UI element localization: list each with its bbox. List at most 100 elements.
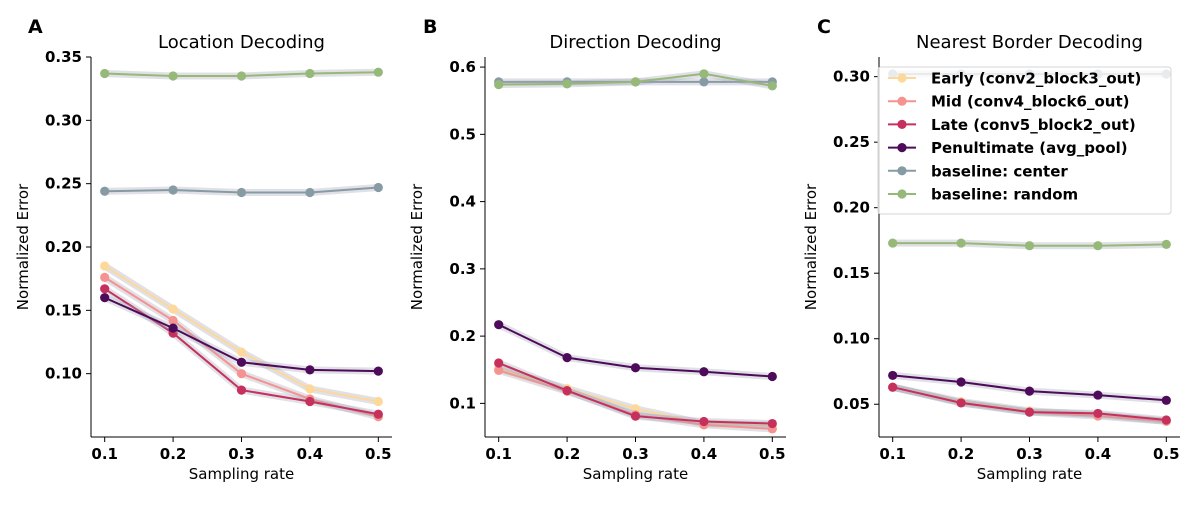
panel-b: B Direction Decoding 0.1 0.2 0.3 0.4 0.5 0.1 0.2…: [408, 16, 786, 483]
data-point: [305, 396, 315, 407]
x-tick-label: 0.1: [879, 445, 906, 463]
legend-entry: Early (conv2_block3_out): [888, 70, 1141, 88]
x-tick-label: 0.4: [691, 445, 718, 463]
y-tick-label: 0.30: [833, 68, 870, 86]
y-tick-label: 0.05: [833, 395, 870, 413]
x-axis-label: Sampling rate: [583, 465, 688, 483]
x-axis-label: Sampling rate: [189, 465, 294, 483]
legend-label: baseline: center: [931, 162, 1068, 180]
legend-entry: Penultimate (avg_pool): [888, 139, 1128, 157]
y-tick-label: 0.15: [833, 264, 870, 282]
y-tick-label: 0.15: [45, 301, 82, 319]
panel-title: Direction Decoding: [549, 32, 721, 53]
x-tick-label: 0.5: [1153, 445, 1180, 463]
data-point: [888, 370, 898, 381]
data-point: [373, 67, 383, 77]
data-point: [168, 315, 178, 326]
data-point: [494, 365, 504, 376]
legend-swatch-marker: [897, 96, 907, 106]
data-point: [562, 79, 572, 89]
data-point: [699, 69, 709, 79]
y-axis-label: Normalized Error: [14, 183, 32, 310]
panel-letter: A: [28, 16, 43, 38]
series-penultimate-avg-pool: [494, 320, 777, 382]
data-point: [888, 382, 898, 392]
data-point: [699, 367, 709, 377]
data-point: [956, 377, 966, 387]
series-mid-conv4-block6-out: [100, 272, 383, 422]
panel-title: Nearest Border Decoding: [916, 32, 1143, 53]
panel-title: Location Decoding: [158, 32, 325, 53]
legend-entry: Late (conv5_block2_out): [888, 116, 1136, 134]
y-tick-label: 0.4: [449, 193, 476, 211]
data-point: [100, 186, 110, 196]
data-point: [767, 81, 777, 91]
legend-label: baseline: random: [931, 186, 1078, 204]
data-point: [1093, 390, 1103, 400]
data-point: [956, 238, 966, 248]
x-tick-label: 0.2: [948, 445, 975, 463]
legend: Early (conv2_block3_out) Mid (conv4_block…: [877, 66, 1172, 215]
data-point: [236, 357, 247, 367]
series-line: [104, 265, 379, 403]
data-point: [100, 284, 110, 294]
data-point: [630, 77, 641, 87]
x-tick-label: 0.3: [622, 445, 649, 463]
series-late-conv5-block2-out: [888, 382, 1171, 425]
legend-entry: baseline: center: [888, 162, 1068, 180]
y-tick-label: 0.2: [449, 327, 476, 345]
data-point: [1161, 395, 1171, 405]
data-point: [168, 323, 178, 333]
data-point: [236, 187, 247, 198]
y-tick-label: 0.25: [833, 133, 870, 151]
data-point: [236, 385, 247, 395]
x-tick-label: 0.3: [1016, 445, 1043, 463]
data-point: [236, 369, 247, 379]
data-point: [236, 347, 247, 357]
data-point: [494, 79, 504, 90]
data-point: [1161, 239, 1171, 249]
series-baseline-center: [100, 182, 383, 198]
y-tick-label: 0.35: [45, 48, 82, 66]
data-point: [1093, 241, 1103, 251]
panel-c: C Nearest Border Decoding 0.1 0.2 0.3 0.4 0.5 0…: [802, 16, 1180, 483]
x-tick-label: 0.1: [485, 445, 512, 463]
legend-box: [877, 66, 1172, 215]
series-penultimate-avg-pool: [100, 293, 383, 376]
data-point: [100, 68, 110, 79]
series-baseline-random: [100, 67, 383, 81]
data-point: [767, 371, 777, 382]
data-point: [767, 418, 777, 429]
legend-label: Late (conv5_block2_out): [931, 116, 1136, 134]
data-point: [373, 366, 383, 376]
data-point: [956, 398, 966, 408]
x-tick-label: 0.4: [297, 445, 324, 463]
legend-swatch-marker: [897, 143, 907, 153]
data-point: [562, 385, 572, 396]
data-point: [630, 363, 641, 373]
legend-swatch-marker: [897, 119, 907, 129]
y-tick-label: 0.30: [45, 111, 82, 129]
y-tick-label: 0.20: [833, 199, 870, 217]
y-tick-label: 0.25: [45, 175, 82, 193]
y-tick-label: 0.3: [449, 260, 476, 278]
data-point: [100, 272, 110, 282]
legend-swatch-marker: [897, 73, 907, 83]
series-baseline-random: [494, 69, 777, 91]
data-point: [305, 384, 315, 394]
x-tick-label: 0.4: [1085, 445, 1112, 463]
x-tick-label: 0.2: [554, 445, 581, 463]
x-tick-label: 0.5: [365, 445, 392, 463]
y-tick-label: 0.6: [449, 58, 476, 76]
series-penultimate-avg-pool: [888, 370, 1171, 405]
x-tick-label: 0.2: [160, 445, 187, 463]
data-point: [699, 77, 709, 87]
series-late-conv5-block2-out: [494, 358, 777, 429]
y-tick-label: 0.10: [833, 330, 870, 348]
panel-letter: B: [423, 16, 437, 38]
data-point: [305, 187, 315, 198]
x-tick-label: 0.5: [759, 445, 786, 463]
data-point: [236, 71, 247, 81]
data-point: [100, 293, 110, 303]
